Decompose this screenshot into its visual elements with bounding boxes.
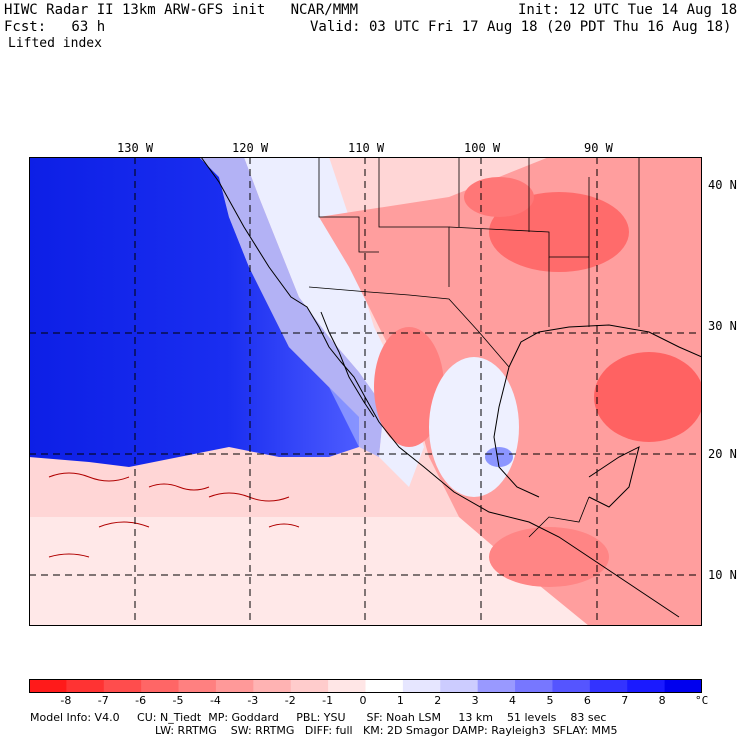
stable-central-mexico	[429, 357, 519, 497]
lon-label-110w: 110 W	[348, 141, 385, 155]
colorbar-unit: °C	[695, 694, 709, 707]
colorbar-segment	[290, 679, 329, 693]
lon-label-100w: 100 W	[464, 141, 501, 155]
colorbar-tick-label: 4	[509, 694, 517, 707]
colorbar-segment	[515, 679, 553, 693]
footer-physics-info: LW: RRTMG SW: RRTMG DIFF: full KM: 2D Sm…	[155, 724, 618, 737]
colorbar-segment	[66, 679, 105, 693]
colorbar-tick-label: -6	[135, 694, 147, 707]
political-borders	[308, 157, 640, 538]
stable-pocket	[485, 447, 513, 467]
lat-label-30n: 30 N	[708, 319, 737, 333]
header-line1-left: HIWC Radar II 13km ARW-GFS init NCAR/MMM	[4, 2, 359, 18]
colorbar-tick-label: -2	[284, 694, 296, 707]
ocean-contours	[48, 472, 300, 558]
colorbar-tick-label: 2	[434, 694, 442, 707]
footer-model-info: Model Info: V4.0 CU: N_Tiedt MP: Goddard…	[30, 711, 607, 724]
unstable-core-gulf	[594, 352, 702, 442]
colorbar-segment	[29, 679, 67, 693]
field-name: Lifted index	[8, 36, 102, 51]
colorbar-tick-labels: -8 -7 -6 -5 -4 -3 -2 -1 0 1 2 3 4 5 6 7 8	[29, 694, 702, 708]
colorbar-segment	[664, 679, 702, 693]
header-line1-right: Init: 12 UTC Tue 14 Aug 18	[518, 2, 738, 18]
stable-pacific-region	[29, 157, 359, 467]
lon-label-130w: 130 W	[117, 141, 154, 155]
unstable-core-plains	[489, 192, 629, 272]
colorbar-segment	[402, 679, 441, 693]
map-frame	[29, 157, 702, 626]
colorbar-segment	[477, 679, 516, 693]
colorbar-tick-label: 1	[396, 694, 404, 707]
colorbar-tick-label: -8	[60, 694, 72, 707]
lat-label-10n: 10 N	[708, 568, 737, 582]
colorbar-segment	[552, 679, 591, 693]
colorbar-segment	[328, 679, 366, 693]
unstable-core-north	[464, 177, 534, 217]
unstable-core-central-america	[489, 527, 609, 587]
colorbar-segment	[103, 679, 142, 693]
colorbar-tick-label: -5	[172, 694, 184, 707]
unstable-core-mexico	[374, 327, 444, 447]
colorbar-segment	[627, 679, 666, 693]
lifted-index-map	[29, 157, 702, 626]
colorbar-segment	[178, 679, 217, 693]
colorbar-segment	[215, 679, 254, 693]
lat-lon-grid	[29, 157, 702, 626]
colorbar-segment	[253, 679, 292, 693]
colorbar-tick-label: -3	[247, 694, 259, 707]
lat-label-40n: 40 N	[708, 178, 737, 192]
coastal-blue-fringe	[199, 157, 384, 457]
lon-label-120w: 120 W	[232, 141, 269, 155]
colorbar-segment	[440, 679, 479, 693]
header-line2-left: Fcst: 63 h	[4, 19, 106, 35]
colorbar-tick-label: 3	[471, 694, 479, 707]
colorbar-tick-label: 0	[359, 694, 367, 707]
lat-label-20n: 20 N	[708, 447, 737, 461]
colorbar-tick-label: -4	[209, 694, 221, 707]
colorbar-tick-label: -1	[322, 694, 334, 707]
colorbar-tick-label: 5	[546, 694, 554, 707]
colorbar-tick-label: 7	[621, 694, 629, 707]
header-line2-right: Valid: 03 UTC Fri 17 Aug 18 (20 PDT Thu …	[310, 19, 732, 35]
colorbar-segment	[589, 679, 628, 693]
lon-label-90w: 90 W	[584, 141, 613, 155]
colorbar-frame	[29, 679, 702, 693]
transition-zone	[244, 157, 424, 487]
colorbar	[29, 679, 702, 693]
colorbar-segment	[141, 679, 180, 693]
colorbar-tick-label: -7	[97, 694, 109, 707]
colorbar-tick-label: 6	[583, 694, 591, 707]
coastlines	[200, 157, 702, 618]
colorbar-tick-label: 8	[658, 694, 666, 707]
colorbar-segment	[365, 679, 404, 693]
